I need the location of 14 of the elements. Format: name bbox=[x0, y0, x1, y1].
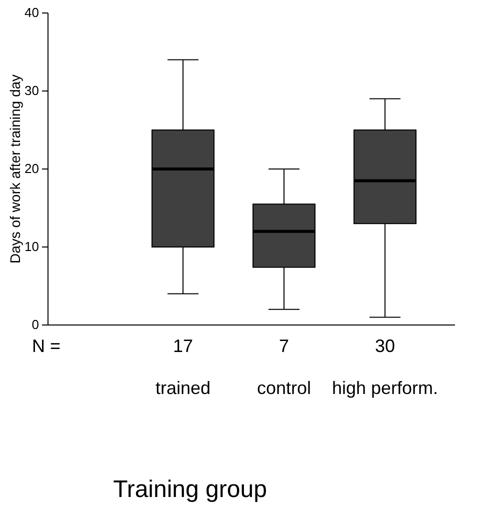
y-tick-label: 10 bbox=[24, 239, 39, 254]
x-axis-title: Training group bbox=[113, 476, 267, 503]
y-tick-label: 40 bbox=[24, 5, 39, 20]
y-tick-label: 0 bbox=[32, 317, 39, 332]
y-axis-title: Days of work after training day bbox=[7, 74, 23, 264]
text: 7 bbox=[278, 336, 290, 356]
y-tick-label: 30 bbox=[24, 83, 39, 98]
x-tick-label: high perform. bbox=[332, 378, 438, 398]
x-tick-label: control bbox=[256, 378, 312, 398]
x-tick-label: trained bbox=[155, 378, 211, 398]
text: N = bbox=[32, 336, 61, 356]
text: 30 bbox=[374, 336, 396, 356]
text: 17 bbox=[172, 336, 194, 356]
y-tick-label: 20 bbox=[24, 161, 39, 176]
